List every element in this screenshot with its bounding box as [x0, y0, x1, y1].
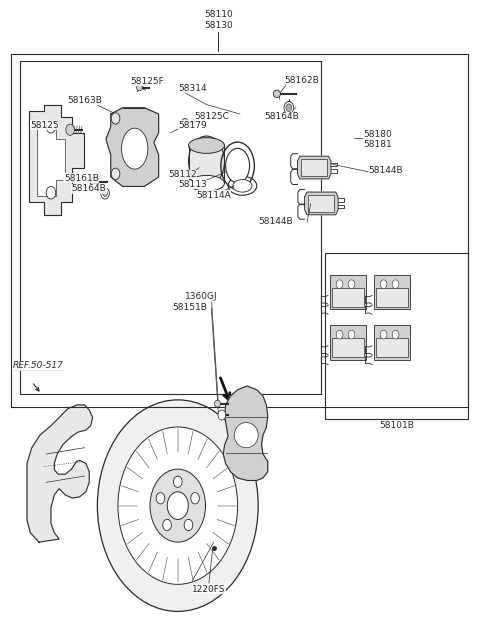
Bar — [330, 274, 366, 309]
Text: 58114A: 58114A — [196, 191, 231, 200]
Ellipse shape — [111, 113, 120, 124]
Polygon shape — [106, 108, 158, 186]
Ellipse shape — [233, 179, 252, 192]
Text: 58144B: 58144B — [368, 166, 403, 175]
Bar — [20, 61, 322, 394]
Text: 58181: 58181 — [363, 140, 392, 150]
Ellipse shape — [189, 136, 225, 186]
Circle shape — [392, 280, 399, 288]
Polygon shape — [223, 386, 268, 480]
Ellipse shape — [234, 423, 258, 448]
Circle shape — [46, 121, 56, 133]
Bar — [376, 338, 408, 357]
Circle shape — [103, 190, 108, 196]
Circle shape — [380, 280, 387, 288]
Text: REF.50-517: REF.50-517 — [12, 362, 63, 370]
Ellipse shape — [215, 400, 221, 407]
Bar — [332, 288, 364, 307]
Text: 58101B: 58101B — [380, 421, 414, 430]
Bar — [309, 195, 334, 211]
Text: 58125F: 58125F — [130, 77, 164, 86]
Text: 58179: 58179 — [179, 121, 207, 130]
Ellipse shape — [111, 168, 120, 179]
Text: 58161B: 58161B — [64, 174, 99, 183]
Text: 58125: 58125 — [30, 121, 59, 130]
Circle shape — [380, 330, 387, 339]
Circle shape — [336, 280, 343, 288]
Bar — [11, 54, 468, 407]
Circle shape — [118, 427, 238, 584]
Text: 58164B: 58164B — [264, 112, 299, 121]
Circle shape — [66, 124, 74, 136]
Circle shape — [284, 102, 294, 114]
Text: 58151B: 58151B — [172, 304, 207, 312]
Circle shape — [184, 519, 193, 531]
Circle shape — [286, 104, 292, 112]
Circle shape — [90, 176, 99, 187]
Text: 58130: 58130 — [204, 21, 233, 30]
Circle shape — [348, 280, 355, 288]
Circle shape — [218, 410, 226, 420]
Circle shape — [348, 330, 355, 339]
Bar — [376, 288, 408, 307]
Circle shape — [163, 519, 171, 531]
Circle shape — [336, 330, 343, 339]
Polygon shape — [305, 192, 338, 215]
Circle shape — [191, 493, 199, 504]
Polygon shape — [36, 127, 65, 196]
Text: 58162B: 58162B — [284, 76, 319, 85]
Bar — [332, 338, 364, 357]
Text: 58125C: 58125C — [194, 112, 229, 121]
Ellipse shape — [273, 90, 280, 98]
Polygon shape — [298, 156, 331, 179]
Ellipse shape — [226, 148, 250, 183]
Text: 58110: 58110 — [204, 10, 233, 19]
Circle shape — [150, 469, 205, 542]
Text: 58180: 58180 — [363, 130, 392, 139]
Text: 58113: 58113 — [179, 180, 207, 189]
Text: 58164B: 58164B — [72, 184, 106, 194]
Ellipse shape — [137, 85, 143, 91]
Ellipse shape — [121, 128, 148, 169]
Bar — [301, 160, 327, 175]
Ellipse shape — [189, 138, 225, 153]
Text: 58314: 58314 — [179, 84, 207, 93]
Text: 58112: 58112 — [168, 170, 197, 179]
Text: 1360GJ: 1360GJ — [185, 292, 217, 301]
Ellipse shape — [189, 175, 225, 191]
Bar — [325, 252, 468, 420]
Circle shape — [46, 186, 56, 199]
Bar — [330, 325, 366, 360]
Text: 58163B: 58163B — [68, 96, 103, 105]
Bar — [374, 274, 410, 309]
Circle shape — [392, 330, 399, 339]
Circle shape — [101, 187, 109, 199]
Polygon shape — [29, 105, 84, 215]
Circle shape — [173, 476, 182, 487]
Text: 1220FS: 1220FS — [192, 585, 226, 594]
Text: 58144B: 58144B — [258, 217, 293, 226]
Circle shape — [156, 493, 165, 504]
Bar — [374, 325, 410, 360]
Polygon shape — [27, 405, 93, 542]
Ellipse shape — [182, 119, 188, 125]
Circle shape — [97, 400, 258, 611]
Circle shape — [167, 492, 188, 519]
